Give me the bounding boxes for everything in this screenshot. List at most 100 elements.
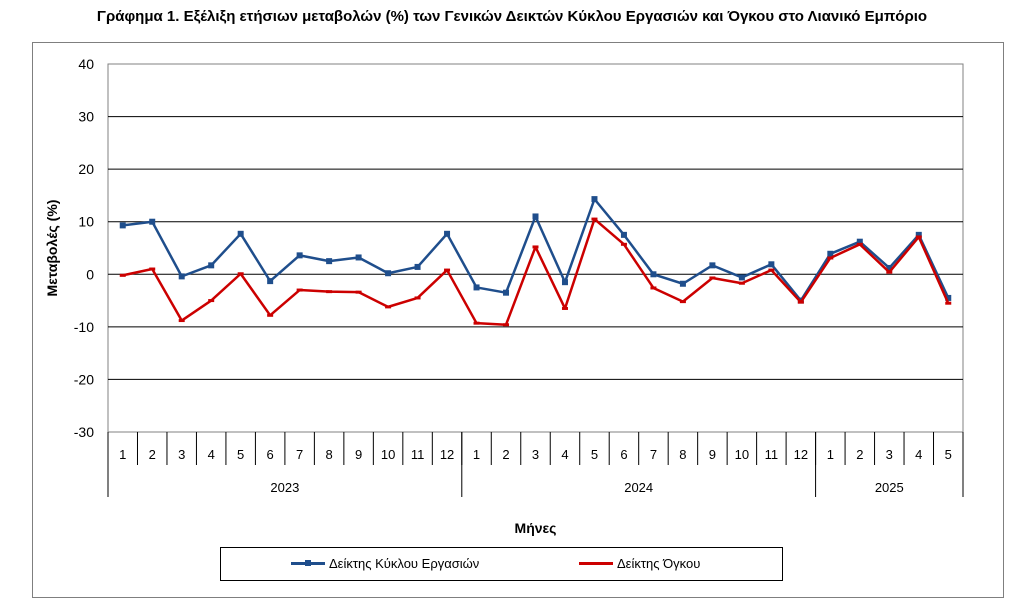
data-point-1: [503, 323, 510, 327]
x-tick-label: 3: [178, 447, 185, 462]
data-point-0: [827, 250, 834, 257]
data-point-1: [827, 256, 834, 260]
data-point-1: [768, 268, 775, 272]
data-point-1: [620, 242, 627, 246]
data-point-1: [178, 319, 185, 323]
data-point-0: [178, 273, 185, 280]
data-point-0: [679, 280, 686, 287]
chart-frame: [32, 42, 1004, 598]
x-tick-label: 11: [411, 447, 425, 462]
data-point-1: [326, 290, 333, 294]
data-point-1: [473, 321, 480, 325]
y-tick-label: 10: [78, 214, 94, 230]
data-point-1: [738, 281, 745, 285]
data-point-1: [709, 276, 716, 280]
data-point-1: [237, 272, 244, 276]
data-point-1: [945, 301, 952, 305]
legend-label-volume: Δείκτης Όγκου: [617, 556, 701, 571]
x-tick-label: 1: [119, 447, 126, 462]
x-tick-label: 2: [856, 447, 863, 462]
data-point-1: [119, 273, 126, 277]
data-point-0: [768, 261, 775, 268]
data-point-1: [561, 306, 568, 310]
data-point-0: [237, 230, 244, 237]
data-point-0: [208, 262, 215, 269]
legend-swatch-volume: [579, 562, 613, 565]
data-point-0: [444, 230, 451, 237]
data-point-1: [797, 300, 804, 304]
data-point-1: [886, 270, 893, 274]
plot-area: [107, 63, 964, 433]
x-tick-label: 5: [237, 447, 244, 462]
data-point-0: [532, 213, 539, 220]
x-tick-label: 2: [149, 447, 156, 462]
y-tick-label: -20: [74, 371, 94, 387]
data-point-0: [738, 274, 745, 281]
data-point-0: [119, 222, 126, 229]
data-point-1: [679, 300, 686, 304]
year-label: 2025: [875, 480, 904, 495]
y-tick-label: 20: [78, 161, 94, 177]
y-tick-label: 40: [78, 56, 94, 72]
x-tick-label: 10: [735, 447, 749, 462]
data-point-0: [591, 196, 598, 203]
x-tick-label: 3: [886, 447, 893, 462]
data-point-1: [444, 268, 451, 272]
legend-item-turnover: Δείκτης Κύκλου Εργασιών: [291, 556, 479, 571]
legend-swatch-turnover: [291, 560, 325, 566]
data-point-1: [355, 290, 362, 294]
data-point-0: [473, 284, 480, 291]
x-tick-label: 11: [765, 447, 779, 462]
data-point-0: [414, 263, 421, 270]
y-tick-label: -10: [74, 319, 94, 335]
x-tick-label: 1: [473, 447, 480, 462]
data-point-0: [886, 264, 893, 271]
data-point-1: [149, 267, 156, 271]
data-point-0: [709, 262, 716, 269]
data-point-1: [296, 288, 303, 292]
y-tick-label: 30: [78, 109, 94, 125]
y-tick-label: -30: [74, 424, 94, 440]
x-tick-label: 9: [709, 447, 716, 462]
data-point-0: [620, 231, 627, 238]
x-tick-label: 4: [208, 447, 215, 462]
data-point-0: [915, 231, 922, 238]
data-point-0: [856, 238, 863, 245]
data-point-1: [208, 299, 215, 303]
x-tick-label: 3: [532, 447, 539, 462]
data-point-0: [945, 294, 952, 301]
data-point-1: [591, 217, 598, 221]
data-point-1: [856, 242, 863, 246]
x-tick-label: 8: [679, 447, 686, 462]
data-point-1: [267, 313, 274, 317]
data-point-1: [414, 296, 421, 300]
year-label: 2024: [624, 480, 653, 495]
chart-title: Γράφημα 1. Εξέλιξη ετήσιων μεταβολών (%)…: [96, 8, 928, 25]
legend-label-turnover: Δείκτης Κύκλου Εργασιών: [329, 556, 480, 571]
x-tick-label: 5: [945, 447, 952, 462]
data-point-0: [650, 271, 657, 278]
x-tick-label: 6: [267, 447, 274, 462]
data-point-1: [532, 245, 539, 249]
data-point-0: [296, 252, 303, 259]
y-axis-title: Μεταβολές (%): [44, 200, 60, 297]
x-tick-label: 6: [620, 447, 627, 462]
x-tick-label: 12: [440, 447, 454, 462]
x-tick-label: 7: [650, 447, 657, 462]
data-point-1: [650, 286, 657, 290]
x-tick-label: 4: [915, 447, 922, 462]
x-tick-label: 7: [296, 447, 303, 462]
data-point-1: [915, 235, 922, 239]
series-line-1: [122, 217, 950, 327]
x-tick-label: 9: [355, 447, 362, 462]
x-tick-label: 8: [326, 447, 333, 462]
x-tick-label: 5: [591, 447, 598, 462]
legend-item-volume: Δείκτης Όγκου: [579, 556, 700, 571]
x-axis-title: Μήνες: [515, 520, 557, 536]
data-point-0: [561, 279, 568, 286]
data-point-0: [503, 289, 510, 296]
data-point-0: [385, 270, 392, 277]
x-tick-label: 10: [381, 447, 395, 462]
y-tick-label: 0: [86, 266, 94, 282]
